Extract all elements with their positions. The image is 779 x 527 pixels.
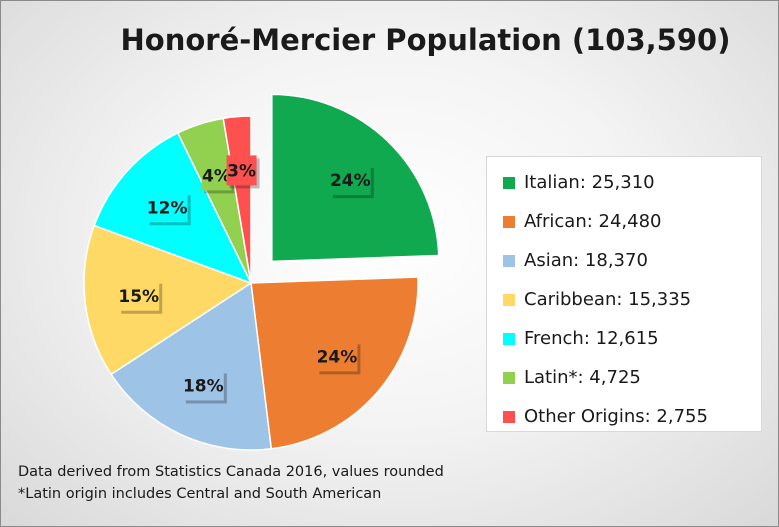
data-label-box xyxy=(201,160,232,191)
data-label-african: 24% xyxy=(316,341,361,375)
legend-swatch xyxy=(503,410,515,423)
data-label-caribbean: 15% xyxy=(118,280,163,314)
data-label-text: 24% xyxy=(317,347,358,367)
legend-label: African: 24,480 xyxy=(524,211,662,232)
legend-item-caribbean: Caribbean: 15,335 xyxy=(487,280,761,319)
legend-label: French: 12,615 xyxy=(524,328,659,349)
data-label-text: 18% xyxy=(183,376,224,396)
pie-slice-asian xyxy=(110,281,273,451)
chart-title: Honoré-Mercier Population (103,590) xyxy=(120,23,731,57)
pie-slice-caribbean xyxy=(83,224,253,376)
data-label-latin: 4% xyxy=(201,160,235,194)
legend-swatch xyxy=(503,254,515,267)
data-label-box xyxy=(182,370,224,401)
data-label-box xyxy=(118,280,160,311)
legend-swatch xyxy=(503,332,515,345)
legend: Italian: 25,310 African: 24,480 Asian: 18,… xyxy=(486,156,762,432)
legend-item-african: African: 24,480 xyxy=(487,202,761,241)
legend-label: Latin*: 4,725 xyxy=(524,367,641,388)
data-label-asian: 18% xyxy=(182,370,227,404)
slice-labels: 24% 24% 18% 15% 12% 4%3% xyxy=(118,155,374,404)
legend-swatch xyxy=(503,293,515,306)
data-label-text: 4% xyxy=(202,166,231,186)
legend-label: Caribbean: 15,335 xyxy=(524,289,692,310)
data-label-italian: 24% xyxy=(329,165,374,199)
legend-swatch xyxy=(503,371,515,384)
data-label-text: 12% xyxy=(147,198,188,218)
legend-item-other-origins: Other Origins: 2,755 xyxy=(487,397,761,436)
data-label-other-origins: 3% xyxy=(226,155,260,189)
data-label-box xyxy=(316,341,358,372)
legend-item-asian: Asian: 18,370 xyxy=(487,241,761,280)
source-note: Data derived from Statistics Canada 2016… xyxy=(18,464,444,480)
latin-footnote: *Latin origin includes Central and South… xyxy=(18,486,382,502)
data-label-text: 24% xyxy=(330,171,371,191)
data-label-text: 15% xyxy=(118,287,159,307)
legend-label: Other Origins: 2,755 xyxy=(524,406,708,427)
legend-label: Asian: 18,370 xyxy=(524,250,648,271)
legend-swatch xyxy=(503,215,515,228)
data-label-box xyxy=(146,192,188,223)
footnotes: Data derived from Statistics Canada 2016… xyxy=(18,461,444,505)
legend-label: Italian: 25,310 xyxy=(524,172,655,193)
pie-slices xyxy=(83,93,440,451)
legend-item-latin: Latin*: 4,725 xyxy=(487,358,761,397)
data-label-text: 3% xyxy=(227,161,256,181)
legend-item-french: French: 12,615 xyxy=(487,319,761,358)
data-label-box xyxy=(226,155,257,186)
legend-swatch xyxy=(503,176,515,189)
data-label-box xyxy=(329,165,371,196)
legend-item-italian: Italian: 25,310 xyxy=(487,163,761,202)
data-label-french: 12% xyxy=(146,192,191,226)
